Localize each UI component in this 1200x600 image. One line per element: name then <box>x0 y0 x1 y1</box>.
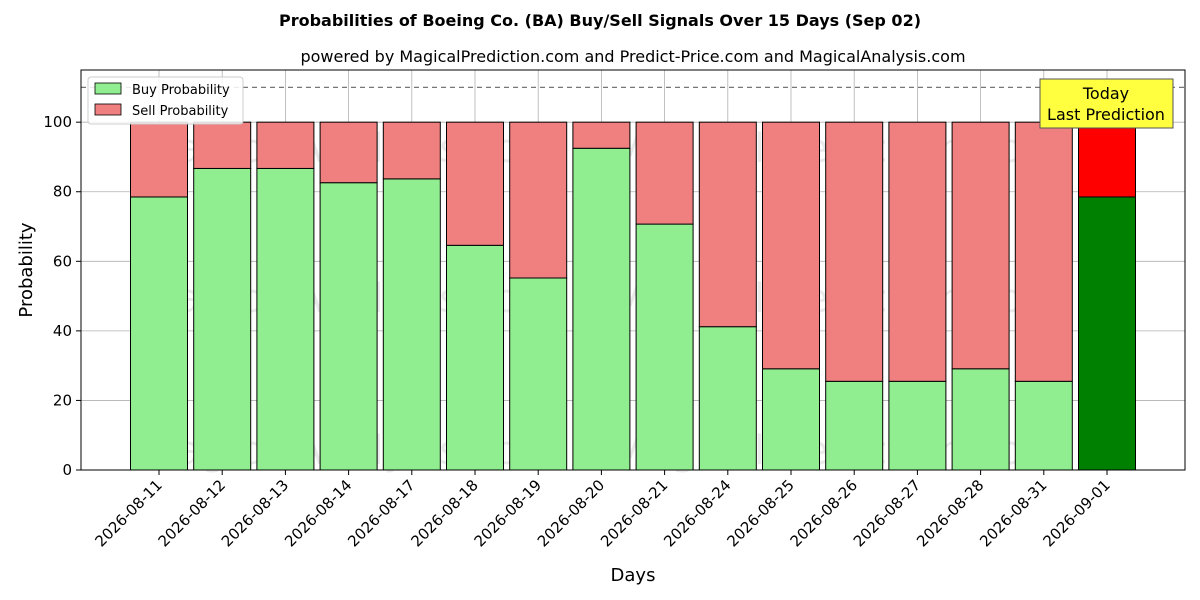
y-tick-label: 100 <box>43 113 72 131</box>
annotation-line-2: Last Prediction <box>1047 105 1165 124</box>
annotation-box <box>1039 78 1174 129</box>
bar-buy-2026-08-24 <box>698 326 757 471</box>
x-axis: 2026-08-112026-08-122026-08-132026-08-14… <box>91 470 1114 550</box>
x-tick-label: 2026-09-01 <box>1039 476 1113 550</box>
bar-sell-2026-08-14 <box>319 121 378 184</box>
x-axis-label: Days <box>611 565 656 586</box>
bar-sell-2026-08-20 <box>572 121 631 149</box>
bar-buy-2026-08-17 <box>382 178 441 471</box>
bar-sell-2026-08-17 <box>382 121 441 180</box>
bar-buy-2026-08-27 <box>888 380 947 471</box>
bar-sell-2026-08-11 <box>130 121 188 198</box>
legend-box <box>87 76 244 125</box>
y-axis: 0 20 40 60 80 100 <box>43 113 81 479</box>
bar-buy-2026-08-14 <box>319 182 378 471</box>
x-tick-label: 2026-08-24 <box>660 476 734 550</box>
bar-sell-2026-08-19 <box>509 121 568 279</box>
chart-subtitle: powered by MagicalPrediction.com and Pre… <box>300 47 965 66</box>
x-tick-label: 2026-08-17 <box>344 476 418 550</box>
bar-buy-2026-08-31 <box>1014 380 1073 471</box>
y-axis-label: Probability <box>16 222 37 317</box>
y-tick-label: 60 <box>53 252 72 270</box>
bar-buy-2026-08-18 <box>446 244 504 471</box>
bar-sell-2026-08-26 <box>825 121 884 382</box>
bar-sell-2026-08-31 <box>1014 121 1073 382</box>
x-tick-label: 2026-08-19 <box>471 476 545 550</box>
legend-label-buy: Buy Probability <box>132 83 230 98</box>
y-tick-label: 40 <box>53 322 72 340</box>
x-tick-label: 2026-08-18 <box>407 476 481 550</box>
bar-sell-2026-08-18 <box>446 121 504 246</box>
y-tick-label: 20 <box>53 391 72 409</box>
bar-sell-2026-09-01 <box>1078 121 1136 198</box>
bar-buy-2026-08-21 <box>635 223 694 471</box>
bar-buy-2026-09-01 <box>1078 196 1136 471</box>
bar-sell-2026-08-21 <box>635 121 694 225</box>
legend-label-sell: Sell Probability <box>132 104 229 119</box>
bar-buy-2026-08-12 <box>193 167 252 471</box>
x-tick-label: 2026-08-20 <box>534 476 608 550</box>
x-tick-label: 2026-08-21 <box>597 476 671 550</box>
x-tick-label: 2026-08-25 <box>723 476 797 550</box>
y-tick-label: 80 <box>53 183 72 201</box>
bar-buy-2026-08-20 <box>572 147 631 471</box>
bar-sell-2026-08-28 <box>951 121 1010 370</box>
bar-buy-2026-08-13 <box>256 167 315 471</box>
x-tick-label: 2026-08-13 <box>218 476 292 550</box>
x-tick-label: 2026-08-14 <box>281 476 355 550</box>
bar-buy-2026-08-11 <box>130 196 188 471</box>
x-tick-label: 2026-08-27 <box>850 476 924 550</box>
today-annotation: Today Last Prediction <box>1039 78 1174 129</box>
bar-sell-2026-08-12 <box>193 121 252 169</box>
plot-frame <box>80 69 1186 471</box>
bar-buy-2026-08-25 <box>762 368 820 471</box>
x-tick-label: 2026-08-11 <box>91 476 165 550</box>
legend-swatch-buy <box>94 82 122 95</box>
bar-buy-2026-08-26 <box>825 380 884 471</box>
bar-buy-2026-08-19 <box>509 277 568 471</box>
bar-sell-2026-08-25 <box>762 121 820 370</box>
bar-sell-2026-08-13 <box>256 121 315 169</box>
x-tick-label: 2026-08-12 <box>155 476 229 550</box>
bar-sell-2026-08-27 <box>888 121 947 382</box>
chart-title: Probabilities of Boeing Co. (BA) Buy/Sel… <box>279 11 921 30</box>
y-tick-label: 0 <box>62 461 72 479</box>
x-tick-label: 2026-08-26 <box>787 476 861 550</box>
legend: Buy Probability Sell Probability <box>87 76 244 125</box>
x-tick-label: 2026-08-31 <box>976 476 1050 550</box>
legend-swatch-sell <box>94 103 122 116</box>
annotation-line-1: Today <box>1082 84 1129 103</box>
bars <box>130 121 1136 471</box>
bar-sell-2026-08-24 <box>698 121 757 328</box>
bar-buy-2026-08-28 <box>951 368 1010 471</box>
x-tick-label: 2026-08-28 <box>913 476 987 550</box>
